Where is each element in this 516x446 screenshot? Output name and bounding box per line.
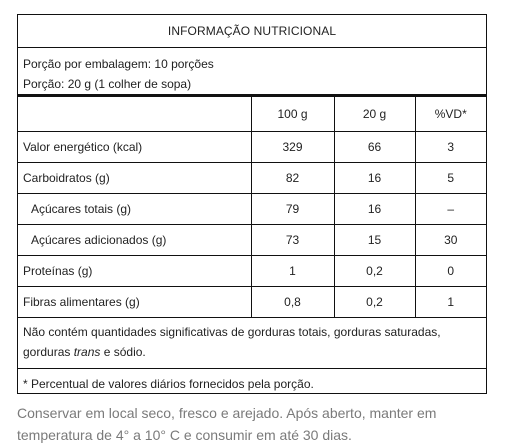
storage-line-2: temperatura de 4° a 10° C e consumir em … [17,427,352,443]
value-per-20g: 0,2 [333,255,415,287]
daily-value-note: * Percentual de valores diários fornecid… [23,377,314,391]
value-per-20g: 15 [333,224,415,256]
table-header-row: 100 g 20 g %VD* [18,97,486,132]
table-row: Valor energético (kcal) 329 66 3 [18,131,486,163]
portion-size: Porção: 20 g (1 colher de sopa) [23,77,192,91]
nutrient-name: Valor energético (kcal) [18,131,251,163]
portion-info: Porção por embalagem: 10 porções Porção:… [18,48,486,97]
value-per-20g: 16 [333,193,415,225]
table-row: Açúcares totais (g) 79 16 – [18,193,486,225]
value-per-20g: 16 [333,162,415,194]
nutrient-name: Açúcares adicionados (g) [18,224,251,256]
value-per-100g: 82 [250,162,334,194]
footnote-line-2: gorduras trans e sódio. [23,342,481,362]
value-daily-percent: – [414,193,486,225]
value-per-20g: 0,2 [333,286,415,318]
nutrient-name: Açúcares totais (g) [18,193,251,225]
table-row: Açúcares adicionados (g) 73 15 30 [18,224,486,256]
table-row: Proteínas (g) 1 0,2 0 [18,255,486,287]
footnote-line-1: Não contém quantidades significativas de… [23,325,441,339]
nutrient-name: Fibras alimentares (g) [18,286,251,318]
header-per-100g: 100 g [250,97,334,132]
value-per-100g: 1 [250,255,334,287]
value-per-100g: 329 [250,131,334,163]
nutrient-name: Carboidratos (g) [18,162,251,194]
value-per-100g: 0,8 [250,286,334,318]
nutrition-title: INFORMAÇÃO NUTRICIONAL [18,15,486,48]
value-per-20g: 66 [333,131,415,163]
footnote-text: gorduras [23,345,74,359]
value-daily-percent: 1 [414,286,486,318]
nutrient-name: Proteínas (g) [18,255,251,287]
footnote-text: e sódio. [100,345,146,359]
nutrition-footnote: Não contém quantidades significativas de… [18,318,486,369]
header-per-20g: 20 g [333,97,415,132]
value-daily-percent: 0 [414,255,486,287]
footnote-emphasis: trans [73,345,101,359]
nutrition-facts-panel: INFORMAÇÃO NUTRICIONAL Porção por embala… [17,14,487,394]
header-daily-value: %VD* [414,97,486,132]
value-daily-percent: 3 [414,131,486,163]
value-daily-percent: 5 [414,162,486,194]
table-row: Carboidratos (g) 82 16 5 [18,162,486,194]
header-nutrient [18,97,251,132]
value-per-100g: 79 [250,193,334,225]
storage-instructions: Conservar em local seco, fresco e arejad… [17,402,497,446]
storage-line-1: Conservar em local seco, fresco e arejad… [17,405,437,421]
nutrition-table: 100 g 20 g %VD* Valor energético (kcal) … [18,97,486,318]
portion-per-package: Porção por embalagem: 10 porções [23,57,214,71]
value-daily-percent: 30 [414,224,486,256]
value-per-100g: 73 [250,224,334,256]
table-row: Fibras alimentares (g) 0,8 0,2 1 [18,286,486,318]
